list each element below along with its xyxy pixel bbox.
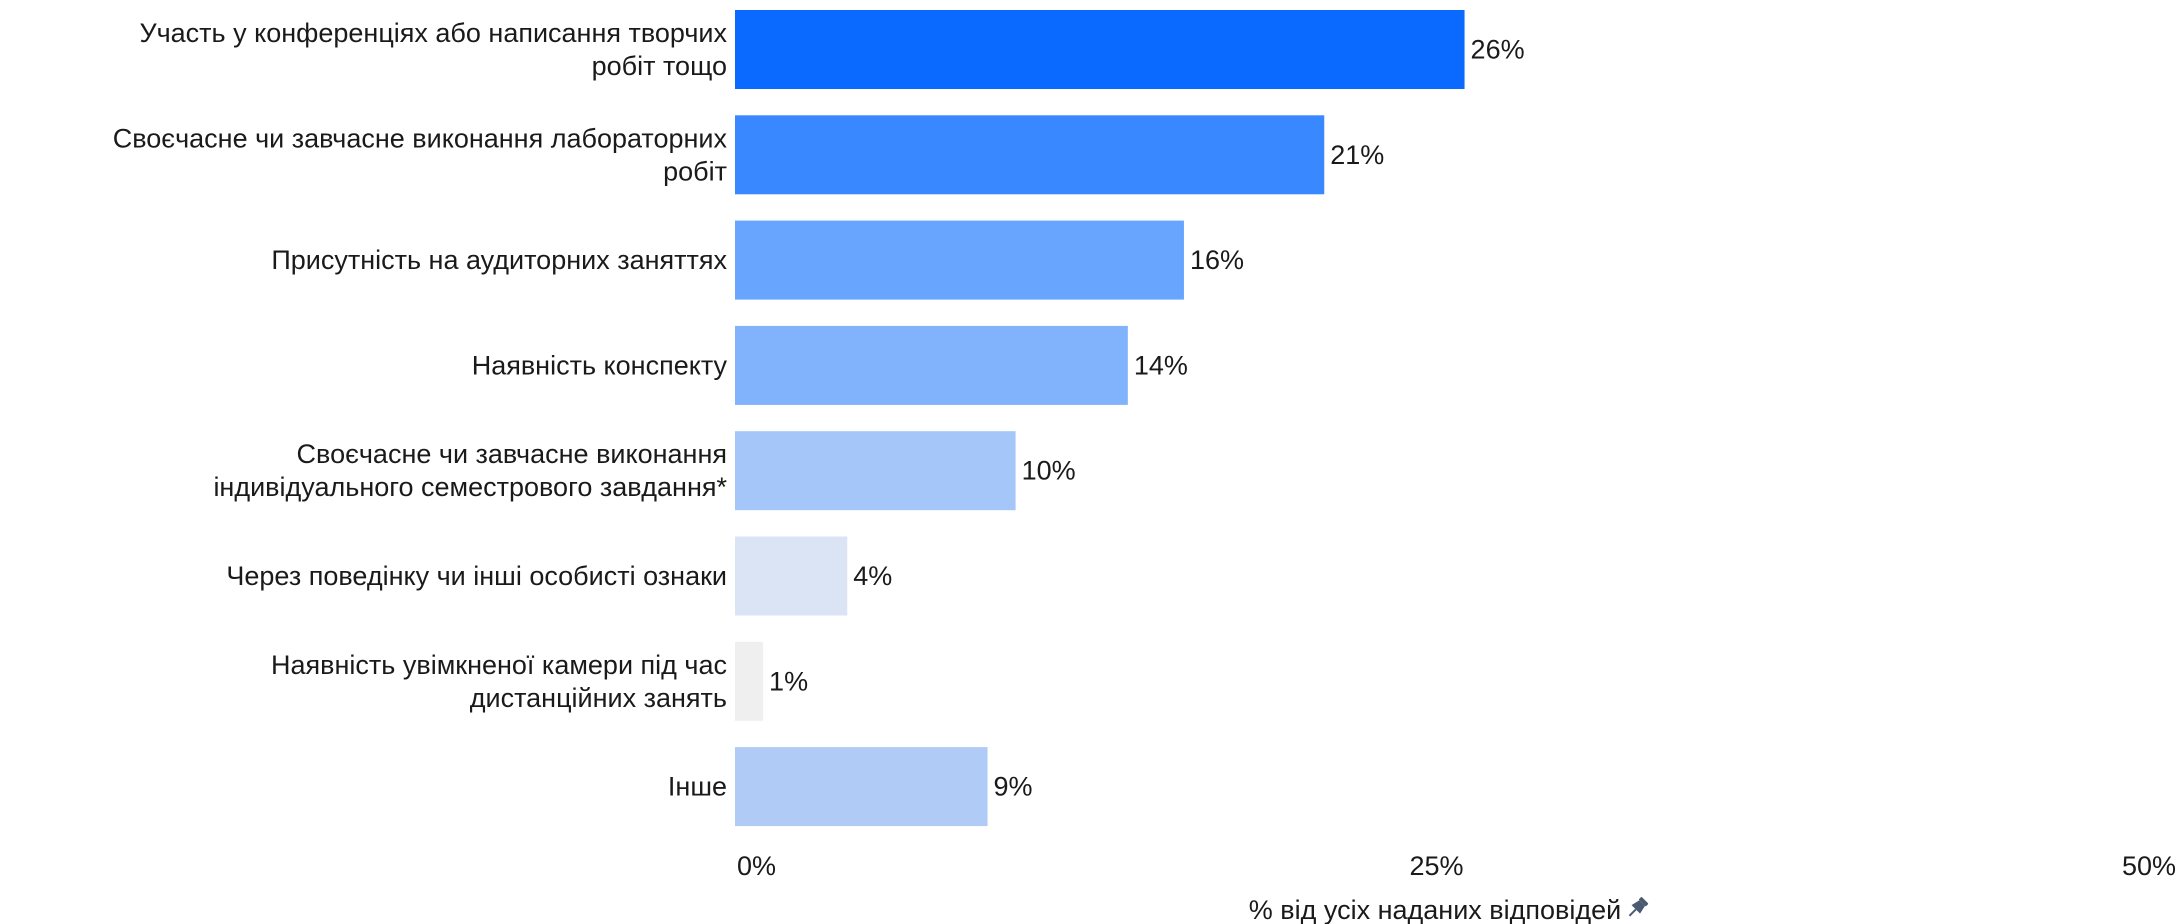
value-label: 14% <box>1134 350 1188 380</box>
category-label-line: Інше <box>668 772 727 802</box>
category-label-line: дистанційних занять <box>470 683 727 713</box>
category-label-line: Присутність на аудиторних заняттях <box>271 245 727 275</box>
category-label: Присутність на аудиторних заняттях <box>271 245 727 275</box>
category-label-line: Участь у конференціях або написання твор… <box>139 18 727 48</box>
value-label: 16% <box>1190 245 1244 275</box>
x-axis-title: % від усіх наданих відповідей <box>1249 895 1621 924</box>
category-label: Наявність конспекту <box>472 350 728 380</box>
x-tick-label: 25% <box>1409 851 1463 881</box>
value-label: 1% <box>769 666 808 696</box>
category-label: Через поведінку чи інші особисті ознаки <box>226 561 727 591</box>
bar <box>735 220 1184 300</box>
bar <box>735 10 1465 89</box>
bar <box>735 747 988 827</box>
x-tick-label: 50% <box>2122 851 2176 881</box>
pin-icon[interactable] <box>1625 896 1649 920</box>
category-label-line: індивідуального семестрового завдання* <box>213 472 727 502</box>
category-label-line: робіт тощо <box>592 51 727 81</box>
value-label: 26% <box>1471 35 1525 65</box>
x-tick-label: 0% <box>737 851 776 881</box>
bar <box>735 431 1016 511</box>
category-label-line: Наявність увімкненої камери під час <box>271 650 727 680</box>
category-label-line: Наявність конспекту <box>472 350 728 380</box>
value-label: 21% <box>1330 140 1384 170</box>
category-label-line: Своєчасне чи завчасне виконання <box>297 439 727 469</box>
category-label: Своєчасне чи завчасне виконання індивідуа… <box>213 439 727 502</box>
bar <box>735 641 764 721</box>
value-label: 9% <box>994 772 1033 802</box>
category-label: Участь у конференціях або написання твор… <box>139 18 727 81</box>
category-label-line: Через поведінку чи інші особисті ознаки <box>226 561 727 591</box>
bar <box>735 325 1128 405</box>
category-label: Наявність увімкненої камери під час диста… <box>271 650 727 713</box>
category-label-line: робіт <box>663 156 727 186</box>
category-label-line: Своєчасне чи завчасне виконання лаборато… <box>113 123 728 153</box>
bar <box>735 115 1325 195</box>
category-label: Інше <box>668 772 727 802</box>
category-label: Своєчасне чи завчасне виконання лаборато… <box>113 123 728 186</box>
value-label: 4% <box>853 561 892 591</box>
bar <box>735 536 848 616</box>
value-label: 10% <box>1022 456 1076 486</box>
